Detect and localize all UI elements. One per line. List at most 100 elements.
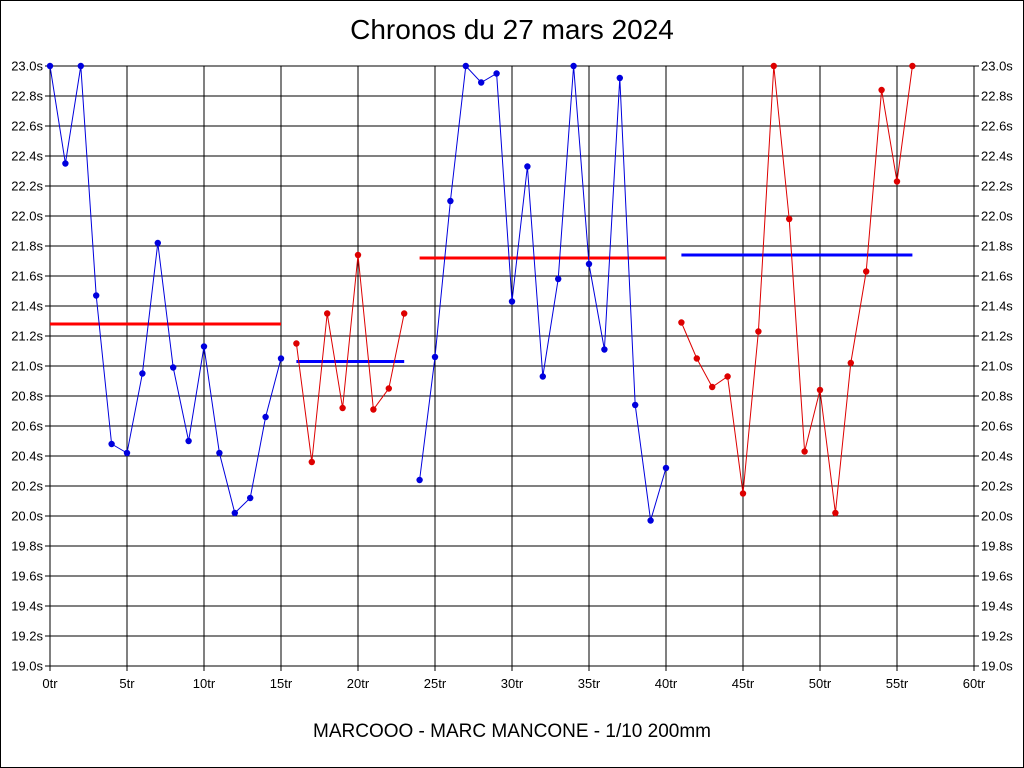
chart-footer: MARCOOO - MARC MANCONE - 1/10 200mm (313, 721, 711, 742)
data-point (231, 509, 238, 517)
data-point (200, 343, 208, 350)
data-point (293, 340, 300, 347)
y-tick-label-left: 19.6s (11, 569, 43, 584)
data-point (308, 458, 315, 466)
x-tick-labels: 0tr 5tr 10tr 15tr 20tr 25tr 30tr 35tr 40tr 45tr 50… (42, 676, 985, 691)
x-tick-label: 10tr (193, 676, 216, 691)
data-point (185, 437, 192, 445)
series-line-0 (49, 65, 282, 514)
data-point (632, 401, 639, 409)
x-tick-label: 60tr (963, 676, 986, 691)
y-tick-label-right: 19.8s (981, 539, 1013, 554)
y-tick-label-left: 19.2s (11, 629, 43, 644)
y-tick-label-right: 19.0s (981, 659, 1013, 674)
data-point (493, 70, 500, 77)
data-point (555, 275, 562, 283)
y-tick-label-left: 22.8s (11, 89, 43, 104)
x-tick-label: 55tr (886, 676, 909, 691)
data-point (724, 373, 731, 380)
y-tick-label-left: 19.8s (11, 539, 43, 554)
y-tick-label-right: 22.0s (981, 209, 1013, 224)
x-tick-label: 40tr (655, 676, 678, 691)
y-tick-label-right: 21.6s (981, 269, 1013, 284)
series-points (46, 62, 916, 524)
y-tick-label-right: 20.0s (981, 509, 1013, 524)
y-tick-label-right: 22.8s (981, 89, 1013, 104)
x-tick-label: 45tr (732, 676, 755, 691)
x-tick-label: 20tr (347, 676, 370, 691)
data-point (324, 310, 331, 317)
plot-area-border (49, 65, 975, 667)
data-point (77, 62, 85, 70)
mean-lines (50, 253, 913, 363)
y-tick-label-right: 22.2s (981, 179, 1013, 194)
y-tick-label-right: 21.2s (981, 329, 1013, 344)
data-point (693, 355, 700, 362)
x-tick-label: 50tr (809, 676, 832, 691)
data-point (878, 86, 885, 94)
y-tick-label-left: 21.6s (11, 269, 43, 284)
y-tick-label-left: 21.8s (11, 239, 43, 254)
y-tick-label-left: 22.2s (11, 179, 43, 194)
data-point (709, 383, 716, 391)
y-tick-label-left: 22.0s (11, 209, 43, 224)
y-tick-label-left: 20.8s (11, 389, 43, 404)
y-tick-label-left: 21.0s (11, 359, 43, 374)
data-point (739, 490, 747, 497)
y-tick-label-right: 20.4s (981, 449, 1013, 464)
data-point (462, 62, 469, 70)
y-tick-label-left: 23.0s (11, 59, 43, 74)
data-point (755, 328, 762, 335)
data-point (524, 163, 531, 170)
y-tick-label-left: 20.6s (11, 419, 43, 434)
data-point (662, 464, 670, 472)
y-tick-label-right: 21.0s (981, 359, 1013, 374)
y-tick-label-left: 20.4s (11, 449, 43, 464)
x-tick-label: 25tr (424, 676, 447, 691)
y-tick-label-left: 21.2s (11, 329, 43, 344)
y-tick-labels-left: 19.0s 19.2s 19.4s 19.6s 19.8s 20.0s 20.2s 20.4s… (11, 59, 43, 674)
grid-lines (45, 65, 979, 671)
x-tick-label: 0tr (42, 676, 58, 691)
data-point (123, 449, 131, 457)
series-line-2 (419, 64, 667, 521)
data-point (154, 239, 161, 247)
data-point (46, 62, 54, 70)
y-tick-label-left: 19.0s (11, 659, 43, 674)
y-tick-label-right: 21.4s (981, 299, 1013, 314)
y-tick-label-right: 20.8s (981, 389, 1013, 404)
y-tick-label-right: 20.6s (981, 419, 1013, 434)
data-point (863, 268, 870, 275)
data-point (277, 355, 285, 362)
data-point (354, 251, 362, 259)
data-point (216, 449, 223, 457)
data-point (585, 260, 593, 268)
series-line-1 (295, 254, 405, 463)
y-tick-labels-right: 19.0s 19.2s 19.4s 19.6s 19.8s 20.0s 20.2s 20.4s… (981, 59, 1013, 674)
chart-title: Chronos du 27 mars 2024 (350, 14, 674, 45)
data-point (786, 215, 793, 223)
data-point (539, 373, 546, 380)
x-tick-label: 5tr (119, 676, 135, 691)
series-line-3 (680, 65, 913, 514)
y-tick-label-right: 19.4s (981, 599, 1013, 614)
data-point (339, 404, 346, 412)
x-tick-label: 35tr (578, 676, 601, 691)
data-point (370, 406, 377, 413)
data-point (847, 359, 854, 367)
data-point (93, 292, 100, 299)
data-point (431, 353, 439, 361)
y-tick-label-left: 21.4s (11, 299, 43, 314)
y-tick-label-left: 20.2s (11, 479, 43, 494)
data-point (247, 494, 254, 502)
data-point (616, 74, 623, 82)
data-point (139, 370, 146, 377)
y-tick-label-right: 21.8s (981, 239, 1013, 254)
data-point (570, 62, 577, 70)
y-tick-label-right: 19.2s (981, 629, 1013, 644)
y-tick-label-left: 19.4s (11, 599, 43, 614)
data-point (416, 476, 423, 484)
y-tick-label-left: 20.0s (11, 509, 43, 524)
data-point (678, 319, 685, 326)
